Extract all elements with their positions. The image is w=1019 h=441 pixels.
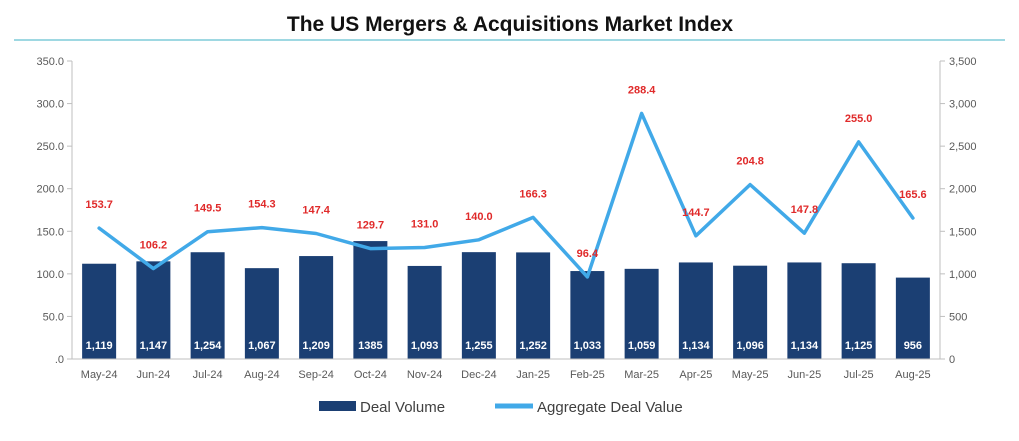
right-axis-tick-label: 3,000 xyxy=(949,99,977,111)
line-value-label: 96.4 xyxy=(577,248,599,260)
legend: Deal Volume Aggregate Deal Value xyxy=(319,399,683,416)
x-axis-tick-label: Jun-25 xyxy=(788,369,822,381)
bar-value-label: 1,209 xyxy=(302,340,330,352)
x-axis-tick-label: Nov-24 xyxy=(407,369,442,381)
bar-value-label: 1,059 xyxy=(628,340,656,352)
bar-value-label: 1,125 xyxy=(845,340,873,352)
x-axis-tick-label: Mar-25 xyxy=(624,369,659,381)
left-axis-tick-label: 350.0 xyxy=(36,56,64,68)
bar-value-label: 1,147 xyxy=(140,340,168,352)
bar-value-label: 1,134 xyxy=(791,340,819,352)
bar-value-label: 1,254 xyxy=(194,340,222,352)
right-axis-tick-label: 2,000 xyxy=(949,184,977,196)
line-value-label: 288.4 xyxy=(628,84,656,96)
x-axis-tick-label: May-25 xyxy=(732,369,769,381)
x-axis-tick-label: Aug-25 xyxy=(895,369,930,381)
line-value-label: 149.5 xyxy=(194,203,222,215)
x-axis-tick-label: May-24 xyxy=(81,369,118,381)
x-axis-tick-label: Sep-24 xyxy=(298,369,333,381)
line-value-label: 106.2 xyxy=(140,240,168,252)
left-axis-tick-label: .0 xyxy=(55,354,64,366)
right-axis-tick-label: 500 xyxy=(949,311,967,323)
bar-value-label: 1,134 xyxy=(682,340,710,352)
left-axis-tick-label: 150.0 xyxy=(36,226,64,238)
bar-value-label: 1,033 xyxy=(574,340,602,352)
legend-label-aggregate-deal-value: Aggregate Deal Value xyxy=(537,399,683,416)
left-axis-tick-label: 200.0 xyxy=(36,184,64,196)
bar-value-label: 1,119 xyxy=(86,340,113,352)
legend-swatch-deal-volume xyxy=(319,401,356,411)
bar-value-label: 1,093 xyxy=(411,340,439,352)
left-axis-tick-label: 300.0 xyxy=(36,99,64,111)
line-value-label: 140.0 xyxy=(465,211,493,223)
legend-label-deal-volume: Deal Volume xyxy=(360,399,445,416)
left-axis-tick-label: 50.0 xyxy=(43,311,64,323)
x-axis-tick-label: Jul-25 xyxy=(844,369,874,381)
bar-value-label: 1,067 xyxy=(248,340,276,352)
left-axis-tick-label: 250.0 xyxy=(36,141,64,153)
chart-title: The US Mergers & Acquisitions Market Ind… xyxy=(287,13,733,36)
x-axis-tick-label: Apr-25 xyxy=(679,369,712,381)
x-axis: May-24 Jun-24 Jul-24 Aug-24 Sep-24 Oct-24 Nov-… xyxy=(72,359,940,381)
left-axis: .0 50.0 100.0 150.0 200.0 250.0 300.0 350.0 xyxy=(36,56,72,366)
bar-value-label: 1,252 xyxy=(519,340,547,352)
line-value-label: 153.7 xyxy=(85,199,113,211)
x-axis-tick-label: Dec-24 xyxy=(461,369,496,381)
line-value-label: 147.8 xyxy=(791,204,819,216)
line-value-label: 165.6 xyxy=(899,189,927,201)
line-value-label: 166.3 xyxy=(519,188,547,200)
bar-value-label: 1,255 xyxy=(465,340,493,352)
bar-value-label: 1,096 xyxy=(736,340,764,352)
line-value-label: 147.4 xyxy=(302,204,330,216)
bar-value-label: 1385 xyxy=(358,340,382,352)
left-axis-tick-label: 100.0 xyxy=(36,269,64,281)
line-value-label: 144.7 xyxy=(682,207,710,219)
line-labels: 153.7 106.2 149.5 154.3 147.4 129.7 131.0 140.0… xyxy=(85,84,926,259)
right-axis-tick-label: 1,000 xyxy=(949,269,977,281)
line-value-label: 154.3 xyxy=(248,199,276,211)
x-axis-tick-label: Oct-24 xyxy=(354,369,387,381)
x-axis-tick-label: Aug-24 xyxy=(244,369,279,381)
line-value-label: 129.7 xyxy=(357,220,385,232)
x-axis-tick-label: Jun-24 xyxy=(137,369,171,381)
line-value-label: 255.0 xyxy=(845,113,873,125)
line-value-label: 204.8 xyxy=(736,156,764,168)
x-axis-tick-label: Jul-24 xyxy=(193,369,223,381)
x-axis-tick-label: Jan-25 xyxy=(516,369,550,381)
line-value-label: 131.0 xyxy=(411,218,439,230)
right-axis-tick-label: 1,500 xyxy=(949,226,977,238)
right-axis: 0 500 1,000 1,500 2,000 2,500 3,000 3,500 xyxy=(940,56,977,366)
x-axis-tick-label: Feb-25 xyxy=(570,369,605,381)
right-axis-tick-label: 3,500 xyxy=(949,56,977,68)
bar-labels: 1,119 1,147 1,254 1,067 1,209 1385 1,093 1,255 1… xyxy=(86,340,922,352)
right-axis-tick-label: 2,500 xyxy=(949,141,977,153)
right-axis-tick-label: 0 xyxy=(949,354,955,366)
bar-value-label: 956 xyxy=(904,340,922,352)
